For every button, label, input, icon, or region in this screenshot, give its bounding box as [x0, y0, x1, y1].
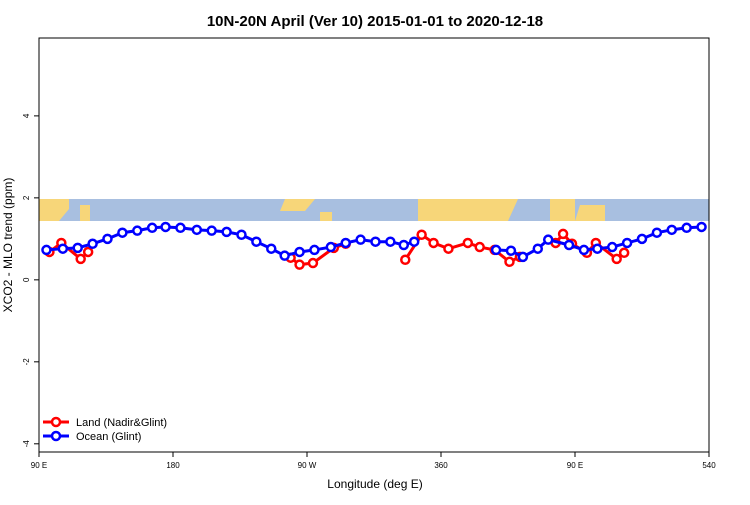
- map-strip: [39, 199, 709, 221]
- data-point: [408, 236, 420, 247]
- plot-frame: [38, 37, 710, 453]
- legend-marker: [50, 430, 62, 442]
- x-tick-label: 540: [702, 461, 716, 470]
- data-point: [57, 243, 69, 254]
- data-point: [355, 234, 366, 245]
- data-point: [557, 228, 569, 240]
- data-point: [416, 229, 427, 241]
- data-point: [279, 250, 290, 261]
- data-point: [221, 226, 232, 238]
- data-point: [517, 251, 529, 263]
- data-point: [175, 222, 186, 234]
- data-point: [294, 246, 305, 258]
- data-point: [696, 221, 707, 233]
- y-tick-label: 4: [22, 113, 31, 118]
- data-point: [490, 244, 502, 256]
- x-axis-label: Longitude (deg E): [327, 477, 422, 491]
- x-tick-label: 180: [166, 461, 180, 470]
- data-point: [325, 241, 337, 253]
- data-point: [611, 253, 622, 265]
- data-point: [75, 253, 86, 265]
- x-tick-label: 360: [434, 461, 448, 470]
- data-point: [370, 236, 381, 247]
- data-point: [132, 225, 143, 236]
- data-point: [236, 229, 247, 241]
- data-point: [191, 224, 203, 236]
- data-point: [505, 245, 517, 256]
- data-point: [681, 222, 692, 234]
- data-point: [504, 256, 515, 268]
- y-tick-label: 0: [22, 277, 31, 282]
- data-point: [462, 237, 474, 249]
- data-point: [117, 227, 128, 238]
- y-tick-label: -4: [22, 440, 31, 448]
- data-point: [102, 233, 113, 245]
- data-point: [87, 238, 98, 250]
- data-point: [251, 236, 262, 247]
- x-tick-label: 90 E: [567, 461, 583, 470]
- data-point: [294, 259, 305, 270]
- legend-label: Ocean (Glint): [76, 431, 141, 443]
- data-point: [666, 224, 678, 236]
- data-point: [621, 237, 633, 249]
- legend-label: Land (Nadir&Glint): [76, 417, 167, 429]
- data-point: [146, 222, 158, 234]
- data-point: [206, 225, 217, 236]
- data-point: [82, 246, 94, 258]
- chart-title: 10N-20N April (Ver 10) 2015-01-01 to 202…: [207, 13, 543, 30]
- y-axis-label: XCO2 - MLO trend (ppm): [1, 178, 15, 313]
- data-point: [309, 244, 320, 256]
- data-point: [578, 244, 590, 256]
- data-point: [160, 221, 171, 233]
- data-point: [618, 247, 630, 259]
- data-point: [428, 237, 439, 249]
- data-point: [563, 239, 575, 251]
- data-point: [532, 243, 544, 254]
- data-point: [474, 241, 485, 253]
- data-point: [592, 243, 603, 254]
- data-point: [398, 239, 410, 251]
- data-point: [385, 236, 396, 247]
- x-tick-label: 90 E: [31, 461, 47, 470]
- data-point: [636, 233, 648, 245]
- data-point: [72, 242, 83, 254]
- data-point: [266, 243, 277, 254]
- data-point: [400, 254, 411, 266]
- y-tick-label: 2: [22, 195, 31, 200]
- data-point: [651, 227, 663, 238]
- data-point: [443, 243, 454, 254]
- data-point: [340, 237, 351, 249]
- data-point: [542, 234, 554, 245]
- x-tick-label: 90 W: [298, 461, 317, 470]
- data-point: [307, 257, 319, 269]
- data-point: [41, 244, 52, 256]
- data-point: [606, 241, 618, 253]
- legend-marker: [50, 416, 62, 428]
- y-tick-label: -2: [22, 358, 31, 366]
